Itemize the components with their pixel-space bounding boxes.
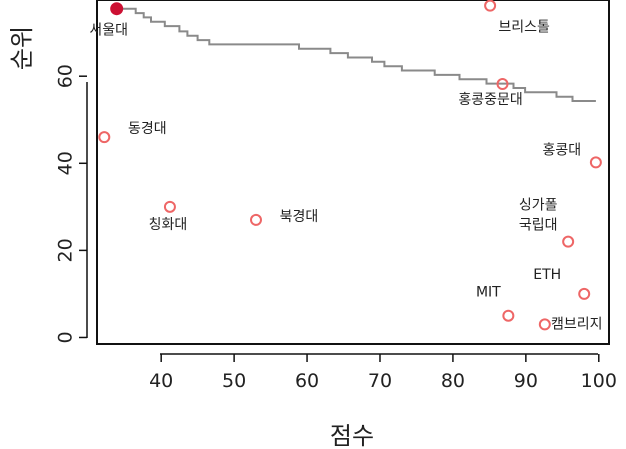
x-tick-label: 80 [441,370,465,392]
x-axis-title: 점수 [330,422,374,449]
data-point [110,2,124,16]
data-point [538,318,551,331]
x-tick-label: 40 [149,370,173,392]
x-tick-label: 70 [368,370,392,392]
data-point [163,200,176,213]
y-tick-label: 40 [55,151,77,175]
y-tick-label: 0 [55,331,77,343]
data-point [496,78,509,91]
x-tick-label: 60 [295,370,319,392]
data-point-label: 브리스톨 [498,20,550,36]
y-ticks: 0 20 40 60 [55,64,87,344]
data-point-label: 북경대 [280,209,319,225]
data-point [249,213,262,226]
data-point-label: ETH [533,267,561,283]
x-tick-label: 90 [514,370,538,392]
data-point-label: MIT [476,285,501,301]
x-tick-label: 100 [581,370,617,392]
x-ticks: 40 50 60 70 80 90 100 [149,354,617,392]
data-point-label: 싱가폴 국립대 [519,198,558,234]
data-point-label: 서울대 [89,23,128,39]
data-point [98,131,111,144]
data-point [562,235,575,248]
y-tick-label: 60 [55,64,77,88]
data-points [98,0,602,331]
x-tick-label: 50 [222,370,246,392]
data-point-label: 칭화대 [149,217,188,233]
data-point [589,156,602,169]
data-point-label: 동경대 [128,121,167,137]
data-point [484,0,497,12]
step-line-series [116,7,596,102]
data-point-label: 캠브리지 [551,316,603,332]
y-axis-title: 순위 [8,26,36,70]
data-point [578,287,591,300]
y-tick-label: 20 [55,238,77,262]
data-point [502,309,515,322]
data-point-label: 홍콩중문대 [458,92,522,108]
plot-area [96,0,610,345]
data-point-label: 홍콩대 [543,142,582,158]
